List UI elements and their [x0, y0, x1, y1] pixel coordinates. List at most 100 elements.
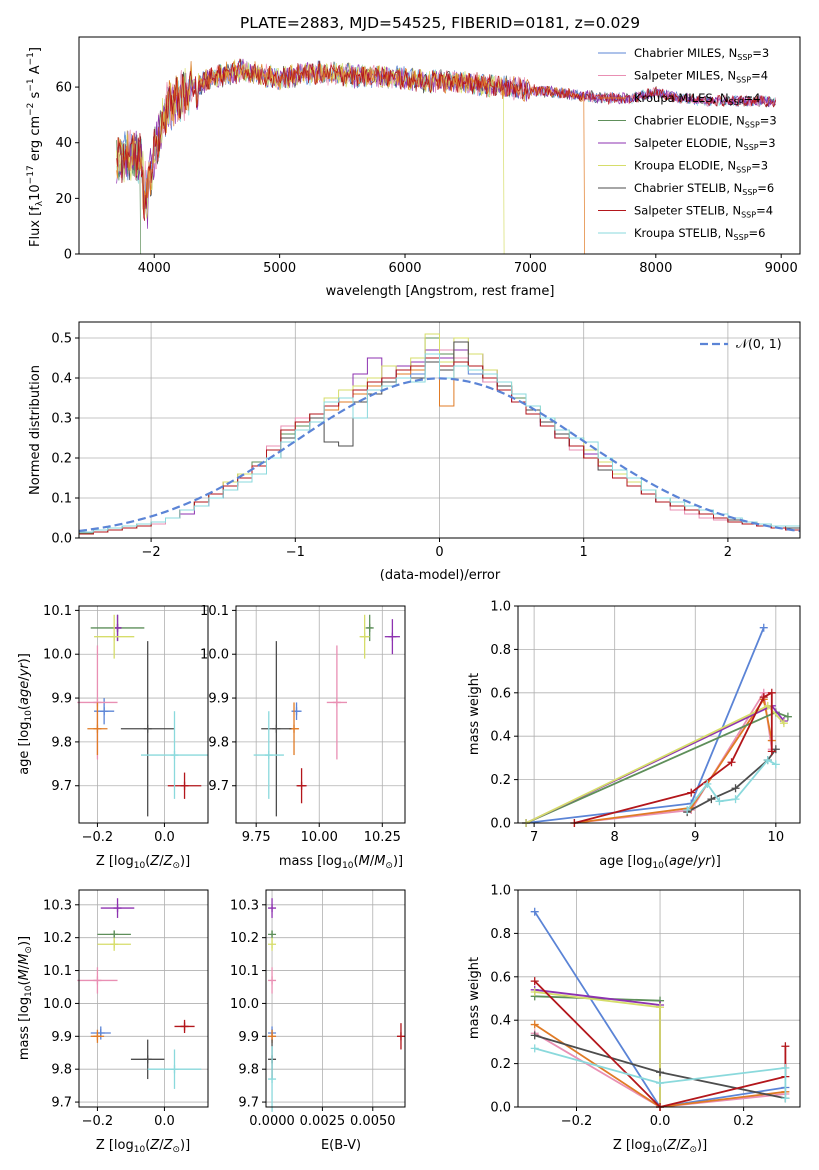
point-kroupa-stelib	[170, 1065, 179, 1074]
y-tick-label: 0.0	[490, 817, 511, 832]
y-tick-label: 20	[55, 192, 72, 207]
x-tick-label: −0.2	[561, 1114, 593, 1129]
x-tick-label: 0.0050	[350, 1114, 396, 1129]
legend-entry: Salpeter MILES, NSSP=4	[634, 69, 768, 85]
y-tick-label: 9.8	[238, 1063, 259, 1078]
age-vs-mass-panel: mass [log10(M/M⊙)] 9.75 10.00 10.25 9.7 9.8 9…	[200, 604, 406, 871]
y-tick-label: 0.2	[51, 452, 72, 467]
axes-frame	[78, 605, 209, 824]
mass-weight-vs-age-xlabel: age [log10(age/yr)]	[599, 854, 721, 871]
y-tick-label: 0.0	[51, 532, 72, 547]
mass-weight-vs-age-ylabel: mass weight	[467, 673, 482, 755]
y-tick-label: 9.9	[208, 692, 229, 707]
y-tick-label: 0.2	[490, 773, 511, 788]
axes-frame	[517, 605, 801, 824]
legend-entry: Chabrier STELIB, NSSP=6	[634, 181, 774, 197]
point-kroupa-elodie	[110, 632, 119, 641]
x-tick-label: 4000	[138, 261, 171, 276]
axes-frame	[78, 36, 801, 255]
y-tick-label: 0.0	[490, 1101, 511, 1116]
spectrum-ylabel: Flux [fλ10−17 erg cm−2 s−1 A−1]	[26, 47, 45, 247]
point-chabrier-elodie	[268, 930, 277, 939]
x-tick-label: 7000	[514, 261, 547, 276]
point-salpeter-elodie	[113, 904, 122, 913]
weight-marker-salpeter-stelib	[781, 1042, 790, 1051]
y-tick-label: 9.8	[51, 735, 72, 750]
mass-weight-vs-Z-ylabel: mass weight	[467, 957, 482, 1039]
weight-marker-kroupa-elodie	[530, 987, 539, 996]
age-vs-Z-ylabel: age [log10(age/yr)]	[17, 653, 34, 775]
legend-entry: Chabrier MILES, NSSP=3	[634, 46, 769, 62]
residual-histogram-panel: (data-model)/error Normed distribution −…	[28, 321, 801, 583]
point-kroupa-miles	[93, 724, 102, 733]
mass-weight-vs-Z-panel: Z [log10(Z/Z⊙)] mass weight −0.2 0.0 0.2 0.…	[467, 884, 801, 1155]
weight-marker-kroupa-elodie	[656, 1003, 665, 1012]
point-salpeter-miles	[332, 698, 341, 707]
point-kroupa-elodie	[360, 632, 369, 641]
point-salpeter-stelib	[180, 1022, 189, 1031]
axes-frame	[78, 889, 209, 1108]
weight-marker-kroupa-miles	[530, 1020, 539, 1029]
y-tick-label: 0.6	[490, 686, 511, 701]
weight-marker-kroupa-stelib	[763, 756, 772, 765]
point-chabrier-stelib	[272, 724, 281, 733]
y-tick-label: 10.1	[43, 604, 72, 619]
weight-marker-salpeter-stelib	[767, 688, 776, 697]
legend-entry: Salpeter ELODIE, NSSP=3	[634, 136, 776, 152]
x-tick-label: 8	[611, 830, 619, 845]
weight-marker-chabrier-miles	[530, 907, 539, 916]
legend-entry: Salpeter STELIB, NSSP=4	[634, 204, 773, 220]
y-tick-label: 10.1	[200, 604, 229, 619]
weight-marker-kroupa-stelib	[530, 1044, 539, 1053]
axes-frame	[78, 321, 801, 539]
y-tick-label: 0.4	[51, 372, 72, 387]
weight-marker-salpeter-stelib	[687, 788, 696, 797]
legend-entry: Kroupa MILES, NSSP=4	[634, 91, 760, 107]
mass-vs-Z-xlabel: Z [log10(Z/Z⊙)]	[96, 1138, 190, 1155]
mass-vs-EBV-xlabel: E(B-V)	[321, 1138, 361, 1153]
spectrum-legend: Chabrier MILES, NSSP=3 Salpeter MILES, NS…	[598, 46, 777, 242]
point-salpeter-stelib	[297, 781, 306, 790]
weight-line-salpeter-stelib	[574, 691, 773, 824]
x-tick-label: 5000	[263, 261, 296, 276]
spectrum-line-salpeter-stelib	[116, 58, 777, 221]
point-salpeter-stelib	[396, 1032, 405, 1041]
weight-line-chabrier-elodie	[534, 995, 661, 1107]
mass-vs-Z-ylabel: mass [log10(M/M⊙)]	[17, 936, 34, 1060]
y-tick-label: 9.7	[51, 1096, 72, 1111]
legend-entry: Kroupa STELIB, NSSP=6	[634, 226, 765, 242]
weight-marker-kroupa-stelib	[771, 760, 780, 769]
histogram-legend: 𝒩(0, 1)	[700, 336, 782, 351]
x-tick-label: 10.25	[364, 830, 401, 845]
y-tick-label: 9.8	[51, 1063, 72, 1078]
legend-entry: Chabrier ELODIE, NSSP=3	[634, 114, 777, 130]
mass-vs-EBV-panel: E(B-V) 0.0000 0.0025 0.0050 9.7 9.8 9.9 10.0 10…	[230, 889, 406, 1153]
histogram-xlabel: (data-model)/error	[380, 568, 501, 583]
weight-marker-kroupa-stelib	[731, 795, 740, 804]
y-tick-label: 0.6	[490, 970, 511, 985]
y-tick-label: 9.7	[51, 779, 72, 794]
point-chabrier-miles	[100, 707, 109, 716]
spectrum-xlabel: wavelength [Angstrom, rest frame]	[326, 284, 555, 299]
x-tick-label: 9000	[765, 261, 798, 276]
y-tick-label: 10.0	[43, 997, 72, 1012]
weight-marker-salpeter-stelib	[767, 747, 776, 756]
y-tick-label: 0.3	[51, 412, 72, 427]
y-tick-label: 1.0	[490, 884, 511, 899]
y-tick-label: 10.1	[43, 964, 72, 979]
y-tick-label: 10.0	[200, 648, 229, 663]
x-tick-label: 9.75	[242, 830, 271, 845]
axes-frame	[235, 605, 406, 824]
x-tick-label: −0.2	[82, 830, 114, 845]
age-vs-Z-panel: Z [log10(Z/Z⊙)] age [log10(age/yr)] −0.2…	[17, 604, 209, 871]
y-tick-label: 0.4	[490, 730, 511, 745]
age-vs-mass-xlabel: mass [log10(M/M⊙)]	[279, 854, 403, 871]
x-tick-label: −0.2	[82, 1114, 114, 1129]
weight-marker-salpeter-stelib	[759, 693, 768, 702]
point-chabrier-elodie	[365, 623, 374, 632]
axes-frame	[265, 889, 406, 1108]
weight-marker-salpeter-stelib	[727, 758, 736, 767]
y-tick-label: 10.3	[230, 898, 259, 913]
weight-marker-kroupa-elodie	[779, 719, 788, 728]
